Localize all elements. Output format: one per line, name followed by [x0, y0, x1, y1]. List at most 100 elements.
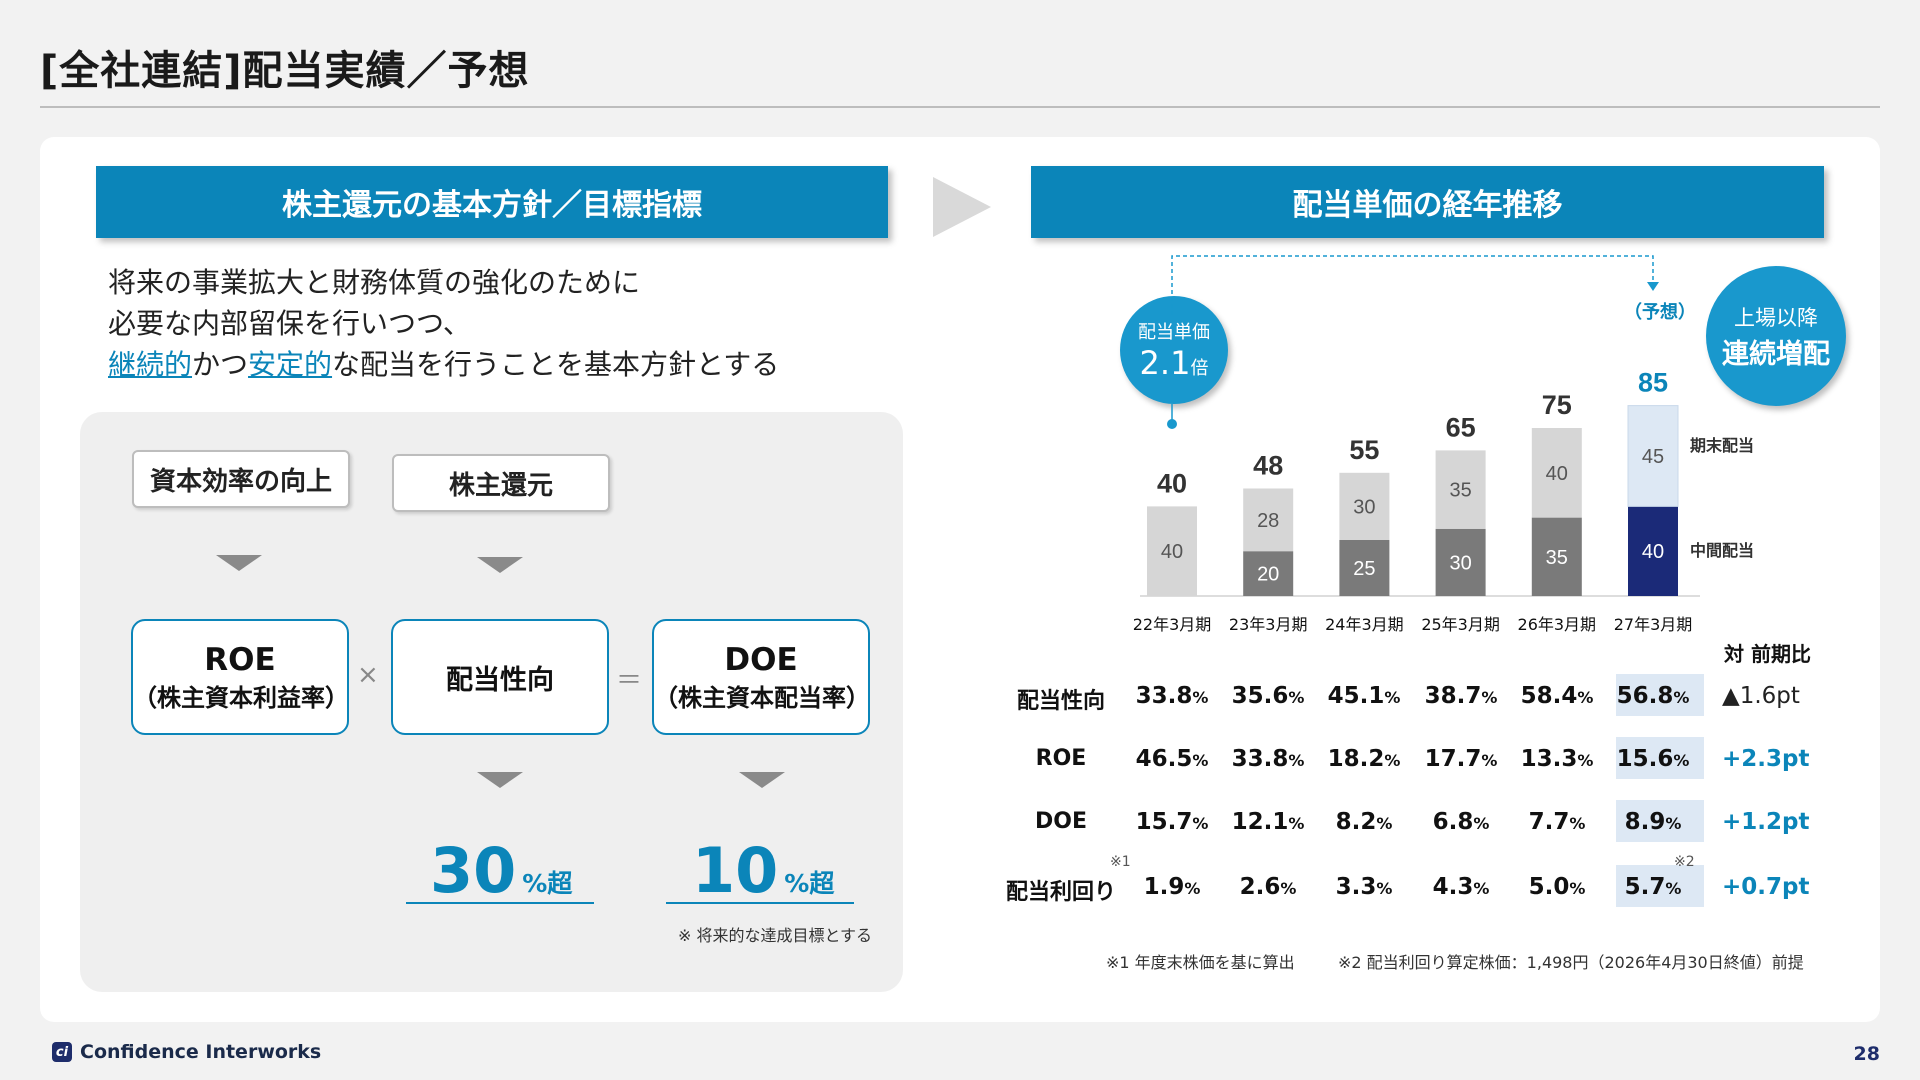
- table-cell: 2.6%: [1222, 874, 1314, 900]
- table-cell: 5.7%: [1607, 874, 1699, 900]
- section-arrow-icon: [933, 177, 991, 237]
- table-cell-unit: %: [1473, 879, 1490, 898]
- table-cell: 18.2%: [1318, 746, 1410, 772]
- box-shareholder-return: 株主還元: [392, 454, 610, 512]
- table-cell: 38.7%: [1415, 683, 1507, 709]
- forecast-label: （予想）: [1624, 302, 1696, 323]
- circle-consecutive-increase: 上場以降 連続増配: [1706, 266, 1846, 406]
- table-cell-unit: %: [1673, 688, 1690, 707]
- operator-equals: ＝: [616, 666, 643, 696]
- table-cell-value: 1.9: [1143, 874, 1185, 900]
- roe-label: ROE: [204, 641, 276, 678]
- footnote-2: ※2 配当利回り算定株価：1,498円（2026年4月30日終値）前提: [1338, 953, 1804, 972]
- table-cell: 8.2%: [1318, 809, 1410, 835]
- table-cell-unit: %: [1481, 688, 1498, 707]
- operator-times: ×: [357, 660, 379, 690]
- target-payout: 30 %超: [430, 834, 572, 907]
- policy-highlight-continuous: 継続的: [108, 348, 193, 381]
- table-cell: 3.3%: [1318, 874, 1410, 900]
- table-cell-value: 8.2: [1335, 809, 1377, 835]
- target-doe-value: 10: [692, 834, 779, 907]
- doe-sublabel: （株主資本配当率）: [654, 683, 870, 712]
- policy-text: 将来の事業拡大と財務体質の強化のために 必要な内部留保を行いつつ、 継続的かつ安…: [108, 262, 779, 385]
- logo-icon: ci: [52, 1042, 72, 1062]
- doe-label: DOE: [724, 641, 798, 678]
- table-cell-unit: %: [1384, 751, 1401, 770]
- table-cell: 15.7%: [1126, 809, 1218, 835]
- table-cell: 6.8%: [1415, 809, 1507, 835]
- down-arrow-icon: [216, 555, 262, 571]
- footnote-mark-1: ※1: [1110, 854, 1131, 870]
- table-cell-value: 56.8: [1616, 683, 1674, 709]
- footnote-mark-2: ※2: [1674, 854, 1695, 870]
- circle-increase-line2: 連続増配: [1722, 338, 1830, 370]
- table-cell-unit: %: [1384, 688, 1401, 707]
- table-cell: 35.6%: [1222, 683, 1314, 709]
- table-cell-value: 58.4: [1520, 683, 1578, 709]
- table-yoy-delta: ▲1.6pt: [1722, 683, 1800, 709]
- policy-line-2: 必要な内部留保を行いつつ、: [108, 307, 471, 340]
- table-cell-value: 6.8: [1432, 809, 1474, 835]
- table-cell: 13.3%: [1511, 746, 1603, 772]
- table-cell: 58.4%: [1511, 683, 1603, 709]
- circle-dividend-multiple: 配当単価 2.1倍: [1120, 296, 1228, 404]
- table-cell-value: 33.8: [1231, 746, 1289, 772]
- table-cell: 45.1%: [1318, 683, 1410, 709]
- table-cell-value: 33.8: [1135, 683, 1193, 709]
- circle-multiple-value: 2.1: [1139, 344, 1191, 382]
- down-arrow-icon: [477, 557, 523, 573]
- table-cell-value: 3.3: [1335, 874, 1377, 900]
- table-cell-unit: %: [1481, 751, 1498, 770]
- target-note: ※ 将来的な達成目標とする: [678, 926, 873, 945]
- legend-final-dividend: 期末配当: [1690, 436, 1755, 455]
- table-cell-unit: %: [1569, 814, 1586, 833]
- table-cell-unit: %: [1192, 814, 1209, 833]
- table-cell-value: 46.5: [1135, 746, 1193, 772]
- target-doe: 10 %超: [692, 834, 834, 907]
- forecast-cell-highlight: [1616, 865, 1704, 907]
- table-cell-value: 7.7: [1528, 809, 1570, 835]
- policy-line-3: 継続的かつ安定的な配当を行うことを基本方針とする: [108, 344, 779, 385]
- table-cell-value: 2.6: [1239, 874, 1281, 900]
- policy-tail: な配当を行うことを基本方針とする: [332, 348, 780, 381]
- table-cell-value: 4.3: [1432, 874, 1474, 900]
- table-cell-unit: %: [1192, 688, 1209, 707]
- table-cell-unit: %: [1192, 751, 1209, 770]
- table-cell-value: 8.9: [1624, 809, 1666, 835]
- target-doe-underline: [666, 902, 854, 904]
- policy-connector: かつ: [192, 348, 249, 381]
- table-cell-unit: %: [1473, 814, 1490, 833]
- circle-multiple-unit: 倍: [1190, 358, 1209, 379]
- page-title: [全社連結]配当実績／予想: [40, 48, 530, 94]
- circle-multiple-label: 配当単価: [1138, 322, 1210, 343]
- table-cell-unit: %: [1280, 879, 1297, 898]
- table-cell-unit: %: [1376, 814, 1393, 833]
- table-cell-unit: %: [1288, 814, 1305, 833]
- table-cell-unit: %: [1665, 814, 1682, 833]
- table-yoy-delta: +2.3pt: [1722, 746, 1810, 772]
- policy-banner: 株主還元の基本方針／目標指標: [96, 166, 888, 238]
- table-cell: 15.6%: [1607, 746, 1699, 772]
- down-arrow-icon: [739, 772, 785, 788]
- table-cell: 33.8%: [1222, 746, 1314, 772]
- legend-interim-dividend: 中間配当: [1690, 541, 1755, 560]
- table-cell: 56.8%: [1607, 683, 1699, 709]
- table-yoy-delta: +0.7pt: [1722, 874, 1810, 900]
- table-cell-value: 12.1: [1231, 809, 1289, 835]
- table-row-label: 配当性向: [1016, 689, 1105, 714]
- title-divider: [40, 106, 1880, 108]
- table-cell-unit: %: [1376, 879, 1393, 898]
- table-cell-value: 35.6: [1231, 683, 1289, 709]
- footnote-1: ※1 年度末株価を基に算出: [1106, 953, 1295, 972]
- table-cell-value: 5.7: [1624, 874, 1666, 900]
- forecast-cell-highlight: [1616, 800, 1704, 842]
- table-cell-value: 18.2: [1327, 746, 1385, 772]
- table-cell: 5.0%: [1511, 874, 1603, 900]
- table-yoy-delta: +1.2pt: [1722, 809, 1810, 835]
- table-cell-unit: %: [1288, 751, 1305, 770]
- table-cell: 1.9%: [1126, 874, 1218, 900]
- circle-increase-line1: 上場以降: [1734, 305, 1818, 330]
- table-row-label: DOE: [1035, 809, 1087, 834]
- target-doe-suffix: %超: [784, 869, 835, 898]
- company-logo: ci Confidence Interworks: [52, 1041, 321, 1063]
